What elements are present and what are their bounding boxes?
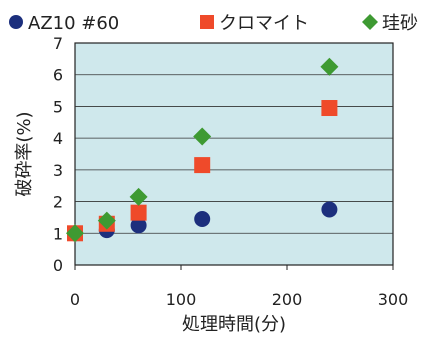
y-tick-label: 6: [53, 66, 63, 85]
data-point: [194, 157, 211, 174]
y-axis-title: 破砕率(%): [14, 111, 35, 196]
data-marks: [66, 57, 339, 243]
x-tick-label: 0: [70, 290, 80, 309]
data-point: [320, 57, 339, 76]
legend-item: クロマイト: [200, 13, 309, 34]
data-point: [321, 100, 338, 117]
data-point: [130, 217, 147, 234]
y-tick-label: 1: [53, 224, 63, 243]
series-diamond: [66, 57, 339, 243]
x-tick-label: 300: [378, 290, 409, 309]
x-tick-label: 100: [166, 290, 197, 309]
y-tick-label: 4: [53, 129, 63, 148]
x-tick-label: 200: [272, 290, 303, 309]
plot-area: [74, 42, 394, 266]
y-tick-label: 5: [53, 97, 63, 116]
data-point: [194, 211, 211, 228]
x-axis-title: 処理時間(分): [182, 314, 286, 335]
data-point: [193, 127, 212, 146]
legend-label: 珪砂: [382, 13, 418, 34]
data-point: [129, 187, 148, 206]
y-tick-label: 0: [53, 256, 63, 275]
legend-item: AZ10 #60: [9, 13, 119, 34]
data-point: [130, 204, 147, 221]
legend-label: クロマイト: [219, 13, 309, 34]
data-point: [66, 224, 84, 243]
y-tick-label: 2: [53, 193, 63, 212]
legend-marker: [9, 15, 23, 29]
y-axis-ticks: 0 1 2 3 4 5 6 7: [53, 34, 63, 275]
y-tick-label: 7: [53, 34, 63, 53]
data-point: [97, 211, 116, 230]
data-point: [321, 201, 338, 218]
legend-item: 珪砂: [362, 13, 418, 34]
gridlines: [75, 74, 393, 234]
legend-marker: [200, 15, 214, 29]
x-axis-ticks: 0 100 200 300: [70, 265, 408, 309]
legend-marker: [362, 14, 378, 30]
y-tick-label: 3: [53, 161, 63, 180]
legend-label: AZ10 #60: [28, 13, 119, 34]
legend: AZ10 #60 クロマイト 珪砂: [9, 13, 418, 34]
